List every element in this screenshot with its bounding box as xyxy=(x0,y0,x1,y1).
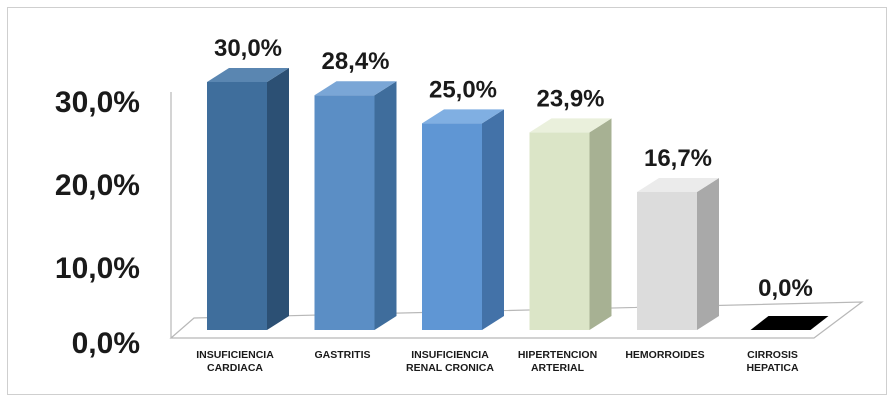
bar-top xyxy=(207,68,289,82)
bar-top xyxy=(529,118,612,133)
y-tick-label: 20,0% xyxy=(55,169,140,202)
x-tick-label-line: INSUFICIENCIA xyxy=(196,349,274,361)
bar-front xyxy=(529,132,590,330)
bar-front xyxy=(314,95,375,330)
bar-side xyxy=(374,81,397,330)
x-tick-label: HIPERTENCION ARTERIAL xyxy=(518,349,597,374)
bar xyxy=(314,81,397,330)
x-tick-label-line: HIPERTENCION xyxy=(518,349,597,361)
x-tick-label: INSUFICIENCIA CARDIACA xyxy=(196,349,274,374)
x-tick-label-line: INSUFICIENCIA xyxy=(411,349,489,361)
data-label: 25,0% xyxy=(429,76,497,103)
x-tick-label-line: HEMORROIDES xyxy=(625,349,704,361)
x-tick-label-line: GASTRITIS xyxy=(314,349,370,361)
data-label: 30,0% xyxy=(214,35,282,62)
bar xyxy=(422,109,504,330)
y-tick-label: 10,0% xyxy=(55,252,140,285)
data-label: 23,9% xyxy=(536,85,604,112)
bar xyxy=(529,118,612,330)
x-tick-label-line: RENAL CRONICA xyxy=(406,362,494,374)
x-tick-label-line: CIRROSIS xyxy=(747,349,798,361)
bar xyxy=(207,68,289,330)
bar-side xyxy=(697,177,719,330)
bar-side xyxy=(267,68,289,330)
bar-side xyxy=(482,109,504,330)
bar-front xyxy=(422,123,482,330)
bar-front xyxy=(207,82,267,330)
y-tick-label: 30,0% xyxy=(55,86,140,119)
bar-front xyxy=(637,191,697,330)
x-tick-label-line: CARDIACA xyxy=(207,362,263,374)
bar-flat xyxy=(750,316,829,330)
bar-top xyxy=(314,81,397,96)
bar-top xyxy=(637,177,719,192)
data-label: 28,4% xyxy=(321,48,389,75)
bar xyxy=(637,177,719,330)
bar-side xyxy=(589,118,612,330)
x-tick-label: CIRROSIS HEPATICA xyxy=(746,349,799,374)
x-tick-label: INSUFICIENCIA RENAL CRONICA xyxy=(406,349,494,374)
x-tick-label-line: ARTERIAL xyxy=(531,362,585,374)
x-tick-label-line: HEPATICA xyxy=(746,362,799,374)
y-tick-label: 0,0% xyxy=(72,327,140,360)
data-label: 16,7% xyxy=(644,145,712,172)
x-tick-label: HEMORROIDES xyxy=(625,349,704,361)
bar-top xyxy=(422,109,504,124)
x-tick-label: GASTRITIS xyxy=(314,349,370,361)
data-label: 0,0% xyxy=(758,275,813,302)
bar xyxy=(750,316,829,330)
